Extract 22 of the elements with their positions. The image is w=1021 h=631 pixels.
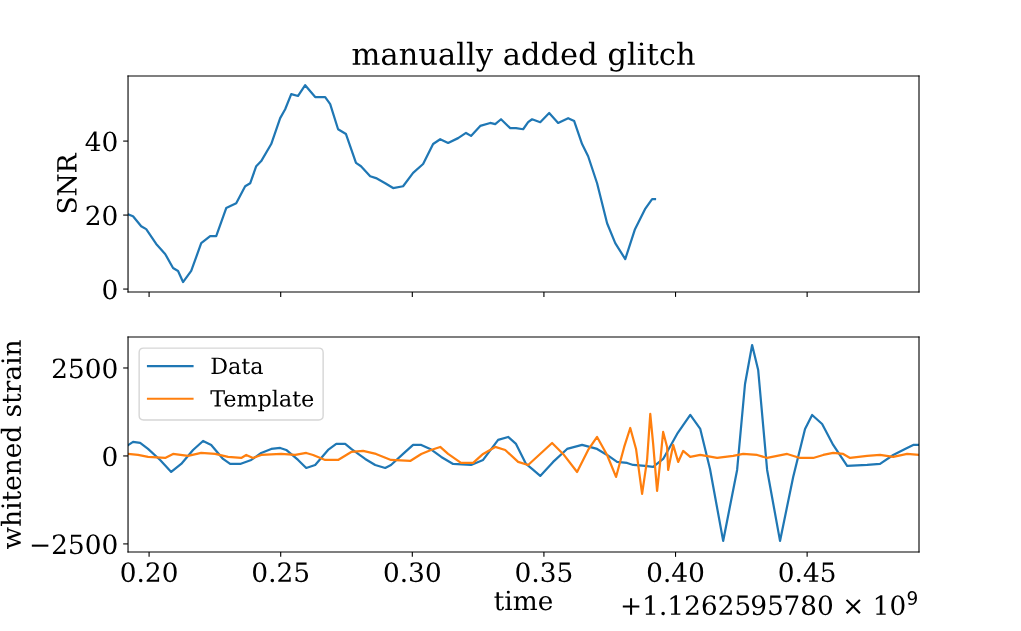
legend-label: Data xyxy=(211,357,263,375)
y-tick-label: 0 xyxy=(103,446,117,467)
y-tick-label: 20 xyxy=(86,205,117,226)
y-tick-label: 0 xyxy=(103,279,117,300)
x-tick-label: 0.40 xyxy=(647,562,704,583)
x-tick-label: 0.35 xyxy=(516,562,572,583)
y-tick-label: 2500 xyxy=(52,358,117,379)
y-tick-label: −2500 xyxy=(31,534,117,555)
x-tick-label: 0.45 xyxy=(779,562,835,583)
x-tick-label: 0.25 xyxy=(253,562,309,583)
legend-label: Template xyxy=(210,389,314,412)
chart-title: manually added glitch xyxy=(352,41,695,72)
text: +1.1262595780 × 10$^{9}$ xyxy=(622,591,917,616)
y-axis-title: SNR xyxy=(56,152,77,213)
line-series xyxy=(128,343,919,543)
line-series xyxy=(128,412,919,496)
y-axis-title: whitened strain xyxy=(0,340,22,550)
line-series xyxy=(128,84,657,284)
x-axis-title: time xyxy=(494,590,553,611)
x-tick-label: 0.20 xyxy=(121,562,177,583)
y-tick-label: 40 xyxy=(85,131,117,152)
x-tick-label: 0.30 xyxy=(384,562,440,583)
